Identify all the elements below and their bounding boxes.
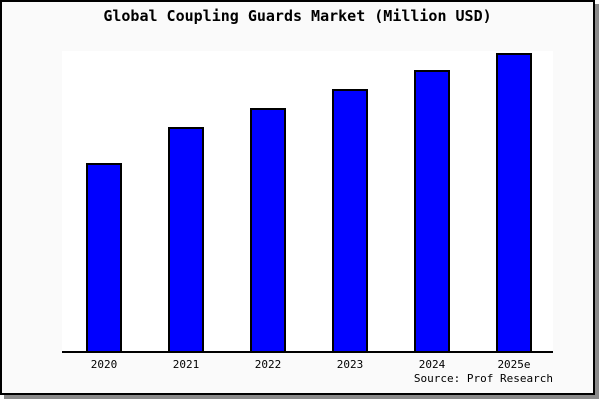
bar-2024 — [414, 70, 450, 351]
chart-title: Global Coupling Guards Market (Million U… — [103, 7, 492, 25]
source-note: Source: Prof Research — [413, 372, 553, 385]
bar-2020 — [86, 163, 122, 351]
bar-2025e — [496, 53, 532, 351]
x-tick-label-2021: 2021 — [172, 358, 200, 371]
bar-2023 — [332, 89, 368, 351]
x-tick-label-2024: 2024 — [418, 358, 446, 371]
chart-card: Global Coupling Guards Market (Million U… — [0, 0, 595, 395]
x-tick-label-2020: 2020 — [90, 358, 118, 371]
bar-2022 — [250, 108, 286, 351]
x-tick-label-2022: 2022 — [254, 358, 282, 371]
x-tick-label-2023: 2023 — [336, 358, 364, 371]
x-tick-label-2025e: 2025e — [497, 358, 531, 371]
plot-area — [62, 51, 553, 353]
bar-2021 — [168, 127, 204, 351]
